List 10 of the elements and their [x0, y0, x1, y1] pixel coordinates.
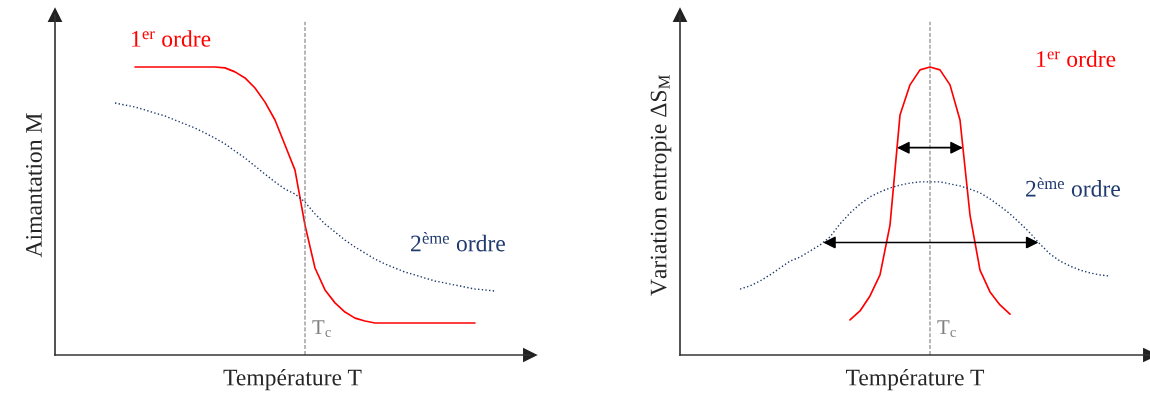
y-axis-title: Aimantation M [26, 113, 42, 258]
x-axis-title: Température T [846, 368, 985, 391]
annotation: T$_{c}$ [312, 320, 331, 337]
annotation: T$_{c}$ [937, 320, 956, 337]
text: 1$^{er}$ ordre [1037, 50, 1116, 68]
series-label: 2$^{ème}$ ordre [1026, 177, 1120, 197]
series-label: 1$^{er}$ ordre [132, 30, 211, 47]
y-axis-title: Variation entropie ΔS$_{M}$ [650, 75, 672, 296]
x-axis-title: Température T [223, 368, 362, 391]
series-label: 2$^{ème}$ ordre [411, 232, 505, 252]
